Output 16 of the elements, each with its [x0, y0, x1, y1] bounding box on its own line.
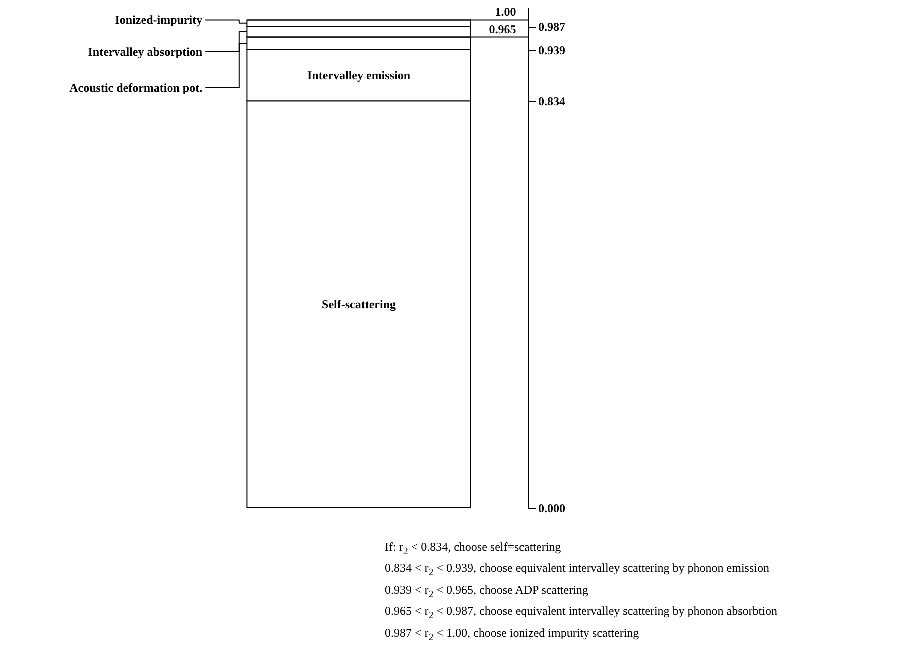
text: 0.834 < r$_{2}$ < 0.939, choose equivalent intervalley scattering by phonon emission [385, 560, 770, 581]
series-label: Self-scattering [322, 298, 396, 312]
text: If: r$_{2}$ < 0.834, choose self=scattering [385, 539, 562, 560]
text: 0.939 < r$_{2}$ < 0.965, choose ADP scattering [385, 582, 590, 602]
ref-line-label: 0.965 [489, 22, 516, 36]
y-tick-label: 0.000 [538, 502, 566, 516]
series-label: Intervalley emission [308, 68, 411, 83]
y-tick-label: 0.939 [538, 43, 566, 58]
text: Intervalley absorption [88, 44, 203, 59]
y-tick-label: 0.834 [538, 94, 566, 109]
ref-line-label: 1.00 [495, 5, 516, 20]
text: Acoustic deformation pot. [70, 81, 203, 95]
y-tick-label: 0.987 [538, 20, 566, 34]
legend-label: Ionized-impurity [115, 13, 203, 28]
text: 0.987 < r$_{2}$ < 1.00, choose ionized impurity scattering [385, 624, 640, 645]
text: 0.965 < r$_{2}$ < 0.987, choose equivalent intervalley scattering by phonon absorbtion [385, 603, 778, 624]
